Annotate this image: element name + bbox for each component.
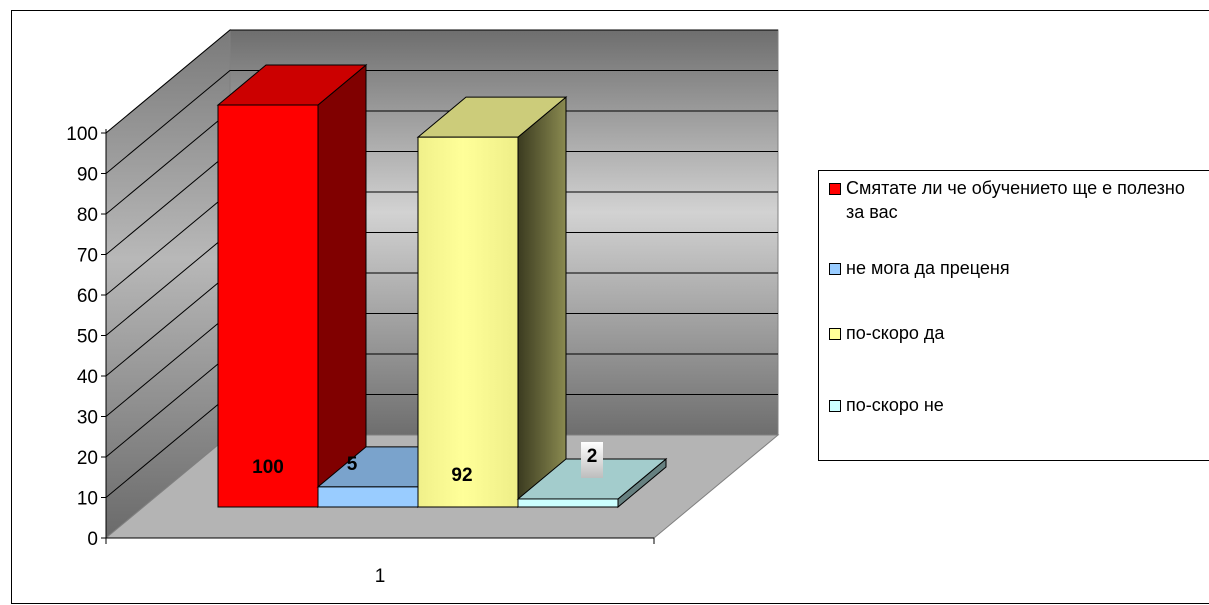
legend-swatch [829,400,841,412]
legend-label: по-скоро да [846,323,945,343]
x-tick-label: 1 [375,566,386,587]
y-tick-label: 50 [77,327,98,348]
bar-3 [416,96,568,509]
bar-1 [216,63,368,509]
y-tick-label: 60 [77,286,98,307]
gridline [105,70,778,174]
legend-label: по-скоро не [846,395,944,415]
legend-swatch [829,183,841,195]
y-tick-label: 90 [77,165,98,186]
gridline [105,29,778,134]
y-tick-label: 100 [66,124,98,145]
bar-front [517,498,619,508]
bar-side [517,96,567,509]
y-tick-label: 0 [87,529,98,550]
legend-item: по-скоро да [829,321,1196,345]
y-tick-label: 20 [77,448,98,469]
y-tick-label: 10 [77,489,98,510]
bar-front [417,136,519,508]
data-label: 5 [347,454,358,475]
y-tick-label: 80 [77,205,98,226]
legend-item: не мога да преценя [829,256,1196,280]
chart-legend: Смятате ли че обучението ще е полезно за… [818,170,1209,461]
data-label: 92 [451,465,472,486]
bar-front [317,486,419,508]
legend-swatch [829,328,841,340]
legend-label: Смятате ли че обучението ще е полезно за… [846,178,1185,222]
bar-4 [516,457,668,509]
data-label: 2 [587,446,598,467]
y-tick-label: 30 [77,408,98,429]
chart-frame [11,10,1209,604]
legend-item: по-скоро не [829,393,1196,417]
bar-side [317,63,367,509]
legend-item: Смятате ли че обучението ще е полезно за… [829,176,1196,224]
data-label-bg [581,442,603,478]
y-tick-label: 70 [77,246,98,267]
legend-label: не мога да преценя [846,258,1010,278]
data-label: 100 [252,457,284,478]
y-tick-label: 40 [77,367,98,388]
bar-front [217,104,319,508]
legend-swatch [829,263,841,275]
